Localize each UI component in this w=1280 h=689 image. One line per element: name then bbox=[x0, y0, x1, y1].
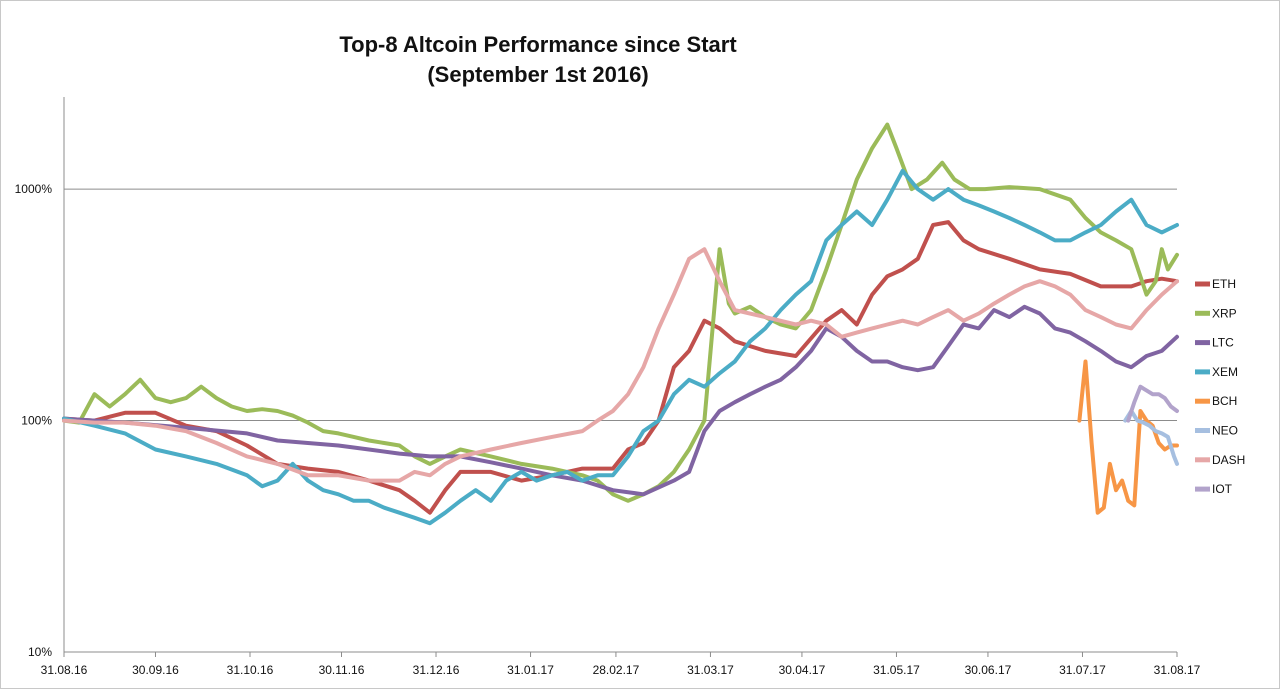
series-line-xem bbox=[62, 168, 1179, 526]
x-tick-label: 30.09.16 bbox=[132, 663, 179, 677]
series-line-neo bbox=[1123, 409, 1179, 466]
series-line-iot bbox=[1126, 384, 1179, 423]
x-tick-label: 31.05.17 bbox=[873, 663, 920, 677]
chart-title: Top-8 Altcoin Performance since Start (S… bbox=[288, 30, 788, 90]
legend-label-neo: NEO bbox=[1212, 424, 1238, 438]
gridlines bbox=[64, 188, 1177, 422]
x-tick-label: 31.01.17 bbox=[507, 663, 554, 677]
x-tick-label: 30.04.17 bbox=[779, 663, 826, 677]
legend-label-eth: ETH bbox=[1212, 277, 1236, 291]
legend-label-dash: DASH bbox=[1212, 453, 1245, 467]
series-line-xrp bbox=[62, 122, 1179, 503]
y-tick-label: 100% bbox=[21, 414, 52, 428]
x-tick-label: 31.07.17 bbox=[1059, 663, 1106, 677]
axes: 10% 100% 1000% 31.08.16 30.09.16 31.10.16 30.1… bbox=[15, 97, 1201, 677]
legend-label-bch: BCH bbox=[1212, 394, 1237, 408]
x-tick-label: 31.03.17 bbox=[687, 663, 734, 677]
x-tick-label: 31.08.17 bbox=[1154, 663, 1201, 677]
chart-title-line2: (September 1st 2016) bbox=[427, 62, 649, 87]
series-line-ltc bbox=[62, 304, 1179, 497]
x-tick-label: 31.08.16 bbox=[41, 663, 88, 677]
legend-label-ltc: LTC bbox=[1212, 336, 1234, 350]
x-tick-label: 30.11.16 bbox=[319, 663, 365, 677]
series-line-bch bbox=[1077, 359, 1179, 515]
legend-label-iot: IOT bbox=[1212, 482, 1233, 496]
series-lines bbox=[62, 122, 1179, 526]
x-tick-label: 28.02.17 bbox=[593, 663, 640, 677]
y-tick-label: 10% bbox=[28, 645, 52, 659]
x-tick-label: 30.06.17 bbox=[965, 663, 1012, 677]
legend: ETH XRP LTC XEM BCH NEO DASH IOT bbox=[1195, 277, 1245, 496]
y-tick-label: 1000% bbox=[15, 182, 53, 196]
chart-title-line1: Top-8 Altcoin Performance since Start bbox=[339, 32, 737, 57]
series-line-eth bbox=[62, 220, 1179, 515]
series-line-dash bbox=[62, 247, 1179, 483]
x-tick-label: 31.12.16 bbox=[413, 663, 460, 677]
x-tick-label: 31.10.16 bbox=[227, 663, 274, 677]
legend-label-xrp: XRP bbox=[1212, 306, 1237, 320]
legend-label-xem: XEM bbox=[1212, 365, 1238, 379]
